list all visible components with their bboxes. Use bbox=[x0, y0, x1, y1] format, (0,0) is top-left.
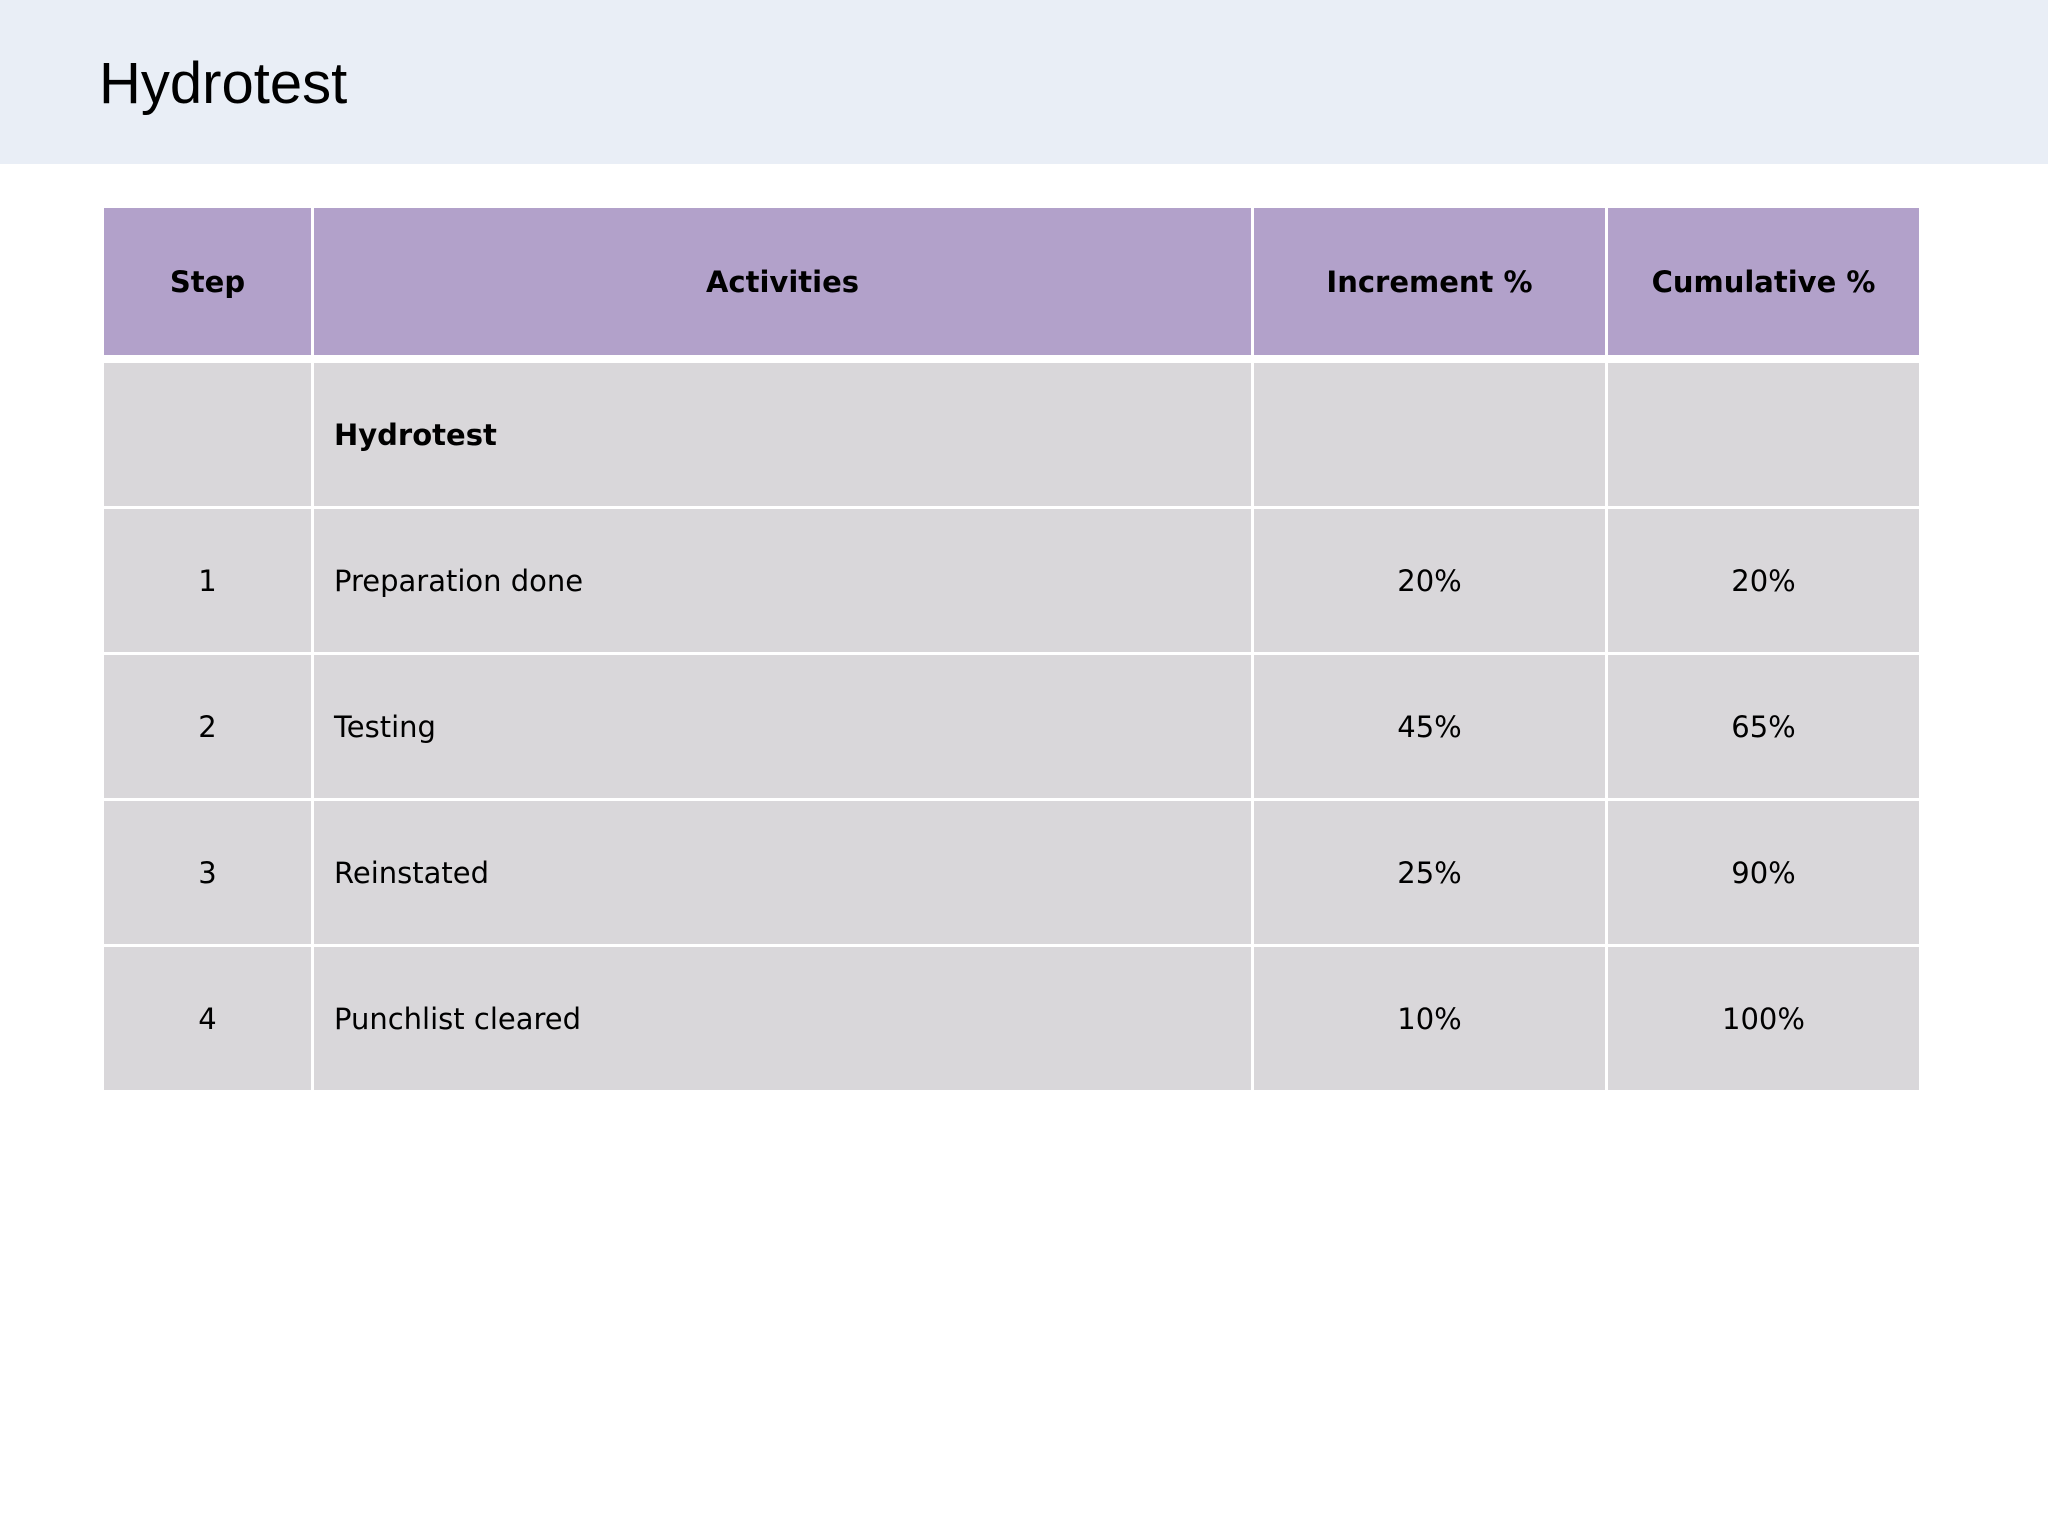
cumulative-cell: 90% bbox=[1605, 801, 1919, 947]
header-step: Step bbox=[104, 208, 311, 363]
cumulative-cell: 20% bbox=[1605, 509, 1919, 655]
increment-cell: 10% bbox=[1251, 947, 1605, 1093]
header-increment: Increment % bbox=[1251, 208, 1605, 363]
table-row: 3 Reinstated 25% 90% bbox=[104, 801, 1919, 947]
step-cell: 3 bbox=[104, 801, 311, 947]
increment-cell: 45% bbox=[1251, 655, 1605, 801]
activity-cell: Testing bbox=[311, 655, 1251, 801]
table-row: 4 Punchlist cleared 10% 100% bbox=[104, 947, 1919, 1093]
table-row: 2 Testing 45% 65% bbox=[104, 655, 1919, 801]
cumulative-cell: 100% bbox=[1605, 947, 1919, 1093]
group-activity-cell: Hydrotest bbox=[311, 363, 1251, 509]
step-cell: 2 bbox=[104, 655, 311, 801]
header-activities: Activities bbox=[311, 208, 1251, 363]
activity-cell: Preparation done bbox=[311, 509, 1251, 655]
progress-table: Step Activities Increment % Cumulative %… bbox=[104, 208, 1919, 1093]
increment-cell: 20% bbox=[1251, 509, 1605, 655]
activity-cell: Reinstated bbox=[311, 801, 1251, 947]
activity-cell: Punchlist cleared bbox=[311, 947, 1251, 1093]
group-cumulative-cell bbox=[1605, 363, 1919, 509]
page-title: Hydrotest bbox=[99, 51, 348, 116]
step-cell: 4 bbox=[104, 947, 311, 1093]
group-step-cell bbox=[104, 363, 311, 509]
group-increment-cell bbox=[1251, 363, 1605, 509]
progress-table-container: Step Activities Increment % Cumulative %… bbox=[104, 208, 1919, 1093]
table-header-row: Step Activities Increment % Cumulative % bbox=[104, 208, 1919, 363]
step-cell: 1 bbox=[104, 509, 311, 655]
cumulative-cell: 65% bbox=[1605, 655, 1919, 801]
title-band: Hydrotest bbox=[0, 0, 2048, 164]
increment-cell: 25% bbox=[1251, 801, 1605, 947]
header-cumulative: Cumulative % bbox=[1605, 208, 1919, 363]
table-group-row: Hydrotest bbox=[104, 363, 1919, 509]
table-row: 1 Preparation done 20% 20% bbox=[104, 509, 1919, 655]
